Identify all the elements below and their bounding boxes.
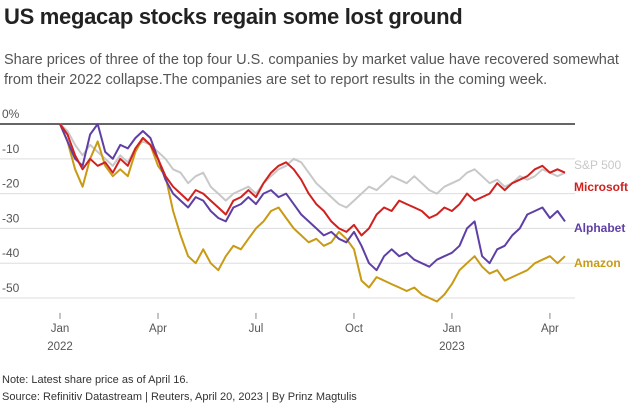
series-label: S&P 500 [574,158,621,172]
y-tick-label: -40 [2,246,20,260]
x-tick-label: Apr [149,322,167,335]
x-tick-label: Jan 2022 [47,322,73,353]
series-line [59,123,566,272]
chart-subtitle: Share prices of three of the top four U.… [4,52,619,88]
series-label: Amazon [574,256,621,270]
series-label: Alphabet [574,221,625,235]
y-tick-label: -50 [2,281,20,295]
series-line [59,123,566,237]
series-line [59,123,566,303]
x-tick-label: Apr [540,322,559,335]
x-tick-label: Jan 2023 [439,322,465,353]
y-tick-label: -20 [2,177,20,191]
y-tick-label: -10 [2,142,20,156]
note: Note: Latest share price as of April 16. [2,374,189,386]
series-line [59,123,566,209]
y-tick-label: -30 [2,211,20,225]
series-label: Microsoft [574,180,628,194]
x-tick-label: Jul [248,322,264,335]
y-tick-label: 0% [2,107,20,121]
x-tick-label: Oct [345,322,363,335]
source: Source: Refinitiv Datastream | Reuters, … [2,391,357,403]
chart-title: US megacap stocks regain some lost groun… [4,4,463,29]
